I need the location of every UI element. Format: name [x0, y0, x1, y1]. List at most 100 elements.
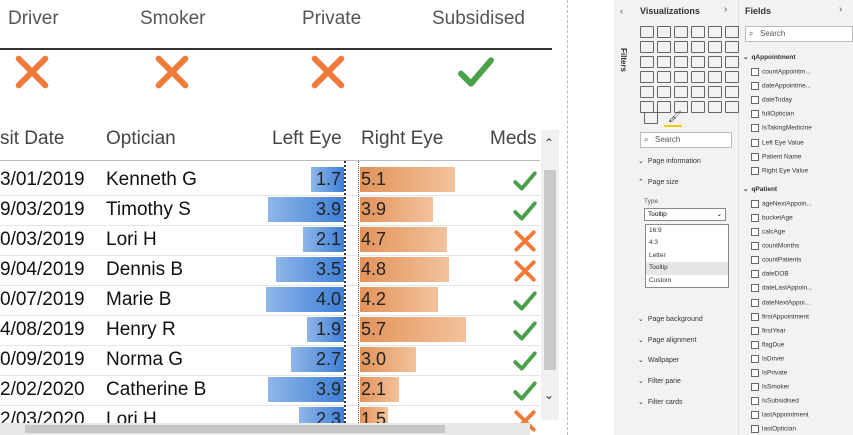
visual-type-icon[interactable] [657, 86, 671, 98]
field-item[interactable]: lastAppointment [751, 411, 853, 420]
format-section[interactable]: ⌄ Page alignment [638, 336, 734, 344]
visual-type-icon[interactable] [640, 56, 654, 68]
visual-type-icon[interactable] [708, 101, 722, 113]
visual-type-icon[interactable] [691, 41, 705, 53]
visual-type-icon[interactable] [691, 86, 705, 98]
column-header[interactable]: Right Eye [361, 128, 444, 149]
field-checkbox[interactable] [751, 166, 759, 175]
field-checkbox[interactable] [751, 326, 759, 335]
field-checkbox[interactable] [751, 213, 759, 222]
table-row[interactable]: 0/07/2019 Marie B 4.0 4.2 [0, 285, 540, 316]
field-item[interactable]: IsSmoker [751, 383, 853, 392]
fields-search-input[interactable]: ⌕ Search [745, 26, 853, 42]
field-item[interactable]: countPatients [751, 256, 853, 265]
visual-type-icon[interactable] [657, 26, 671, 38]
visual-type-icon[interactable] [674, 71, 688, 83]
visual-type-icon[interactable] [691, 101, 705, 113]
field-checkbox[interactable] [751, 228, 759, 236]
field-checkbox[interactable] [751, 124, 759, 133]
field-item[interactable]: dateAppointme... [751, 82, 853, 91]
format-section[interactable]: ⌄ Page background [638, 315, 734, 323]
field-table-qPatient[interactable]: ⌄ qPatient [743, 185, 851, 193]
field-item[interactable]: lastOptician [751, 425, 853, 434]
field-checkbox[interactable] [751, 270, 759, 279]
visual-type-icon[interactable] [657, 56, 671, 68]
visual-type-icon[interactable] [657, 41, 671, 53]
horizontal-scrollbar[interactable] [0, 423, 530, 435]
field-checkbox[interactable] [751, 369, 759, 377]
visual-type-icon[interactable] [674, 101, 688, 113]
visual-type-icon[interactable] [657, 101, 671, 113]
field-item[interactable]: firstAppointment [751, 312, 853, 321]
visual-type-icon[interactable] [674, 26, 688, 38]
expand-fields-icon[interactable]: › [839, 4, 843, 15]
visual-type-icon[interactable] [674, 56, 688, 68]
column-header[interactable]: Meds [490, 128, 537, 149]
visual-type-icon[interactable] [708, 41, 722, 53]
field-checkbox[interactable] [751, 68, 759, 76]
field-checkbox[interactable] [751, 383, 759, 392]
field-checkbox[interactable] [751, 152, 759, 161]
field-item[interactable]: firstYear [751, 326, 853, 335]
field-checkbox[interactable] [751, 138, 759, 147]
table-row[interactable]: 9/04/2019 Dennis B 3.5 4.8 [0, 255, 540, 286]
field-item[interactable]: calcAge [751, 228, 853, 236]
table-row[interactable]: 0/03/2019 Lori H 2.1 4.7 [0, 225, 540, 256]
field-item[interactable]: fullOptician [751, 110, 853, 119]
field-item[interactable]: dateDOB [751, 270, 853, 279]
visual-type-icon[interactable] [725, 101, 739, 113]
visual-type-icon[interactable] [725, 86, 739, 98]
field-item[interactable]: IsSubsidised [751, 397, 853, 406]
visual-type-icon[interactable] [691, 26, 705, 38]
table-row[interactable]: 4/08/2019 Henry R 1.9 5.7 [0, 315, 540, 346]
table-row[interactable]: 2/02/2020 Catherine B 3.9 2.1 [0, 375, 540, 406]
field-checkbox[interactable] [751, 298, 759, 307]
field-item[interactable]: Patient Name [751, 152, 853, 161]
page-size-dropdown[interactable]: 16:9 4:3 Letter Tooltip Custom [645, 224, 729, 288]
visual-type-icon[interactable] [691, 71, 705, 83]
format-section[interactable]: ⌃ Page size [638, 178, 734, 186]
page-size-option[interactable]: Custom [649, 276, 672, 284]
field-checkbox[interactable] [751, 256, 759, 265]
visual-type-icon[interactable] [640, 26, 654, 38]
visual-type-icon[interactable] [708, 26, 722, 38]
visual-type-icon[interactable] [674, 41, 688, 53]
visual-type-icon[interactable] [674, 86, 688, 98]
format-section[interactable]: ⌄ Filter pane [638, 377, 734, 385]
field-table-qAppointment[interactable]: ⌄ qAppointment [743, 53, 851, 61]
column-header[interactable]: sit Date [0, 128, 65, 149]
field-checkbox[interactable] [751, 340, 759, 349]
filters-label[interactable]: Filters [619, 48, 628, 73]
field-item[interactable]: IsDriver [751, 354, 853, 363]
field-checkbox[interactable] [751, 425, 759, 434]
visual-type-icon[interactable] [725, 26, 739, 38]
format-paint-icon[interactable]: 🖌 [668, 111, 682, 123]
scroll-down-icon[interactable]: ⌄ [544, 388, 555, 402]
visual-type-icon[interactable] [708, 71, 722, 83]
field-item[interactable]: Right Eye Value [751, 166, 853, 175]
field-checkbox[interactable] [751, 312, 759, 321]
table-row[interactable]: 9/03/2019 Timothy S 3.9 3.9 [0, 195, 540, 226]
page-size-option[interactable]: Tooltip [646, 262, 728, 275]
field-checkbox[interactable] [751, 242, 759, 251]
visual-type-icon[interactable] [640, 71, 654, 83]
visual-type-icon[interactable] [725, 56, 739, 68]
field-checkbox[interactable] [751, 411, 759, 420]
field-checkbox[interactable] [751, 199, 759, 208]
viz-search-input[interactable]: ⌕ Search [640, 132, 732, 148]
field-item[interactable]: IsTakingMedicine [751, 124, 853, 133]
filters-pane-collapsed[interactable]: ‹ Filters [614, 0, 635, 435]
format-section[interactable]: ⌄ Wallpaper [638, 356, 734, 364]
field-checkbox[interactable] [751, 397, 759, 406]
visual-type-icon[interactable] [640, 41, 654, 53]
visual-type-icon[interactable] [725, 41, 739, 53]
field-item[interactable]: IsPrivate [751, 369, 853, 377]
table-row[interactable]: 3/01/2019 Kenneth G 1.7 5.1 [0, 165, 540, 196]
field-item[interactable]: dateLastAppoin... [751, 284, 853, 293]
field-item[interactable]: countAppointm... [751, 68, 853, 76]
visual-type-icon[interactable] [708, 86, 722, 98]
field-checkbox[interactable] [751, 82, 759, 91]
visual-type-icon[interactable] [725, 71, 739, 83]
horizontal-scroll-thumb[interactable] [25, 425, 445, 433]
column-header[interactable]: Optician [106, 128, 176, 149]
